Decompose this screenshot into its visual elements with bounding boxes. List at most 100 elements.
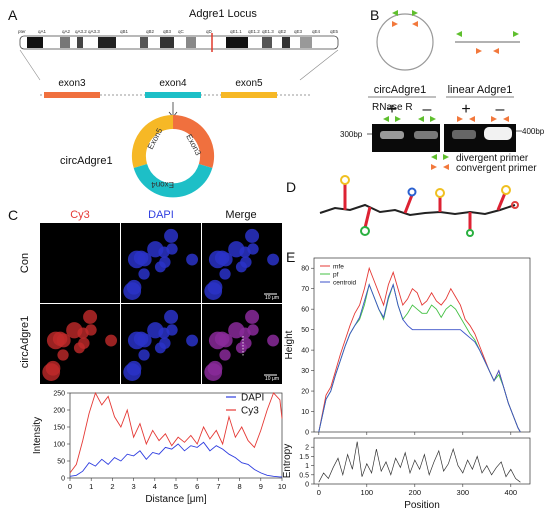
rna-loop xyxy=(435,188,445,198)
y-tick-label: 50 xyxy=(57,459,65,466)
cell-nucleus xyxy=(267,253,280,266)
series-line xyxy=(318,441,521,483)
x-tick-label: 7 xyxy=(216,482,220,491)
legend-label-centroid: centroid xyxy=(333,280,357,287)
rna-loop xyxy=(511,201,519,209)
cell-nucleus xyxy=(240,256,252,268)
legend-divergent: divergent primer xyxy=(456,153,529,164)
cell-nucleus xyxy=(239,327,251,339)
y-tick-label: 40 xyxy=(301,348,309,355)
x-tick-label: 3 xyxy=(132,482,136,491)
x-tick-label: 2 xyxy=(110,482,114,491)
circ-name-label: circAdgre1 xyxy=(60,155,113,167)
band-label: qA2 xyxy=(62,29,71,34)
x-tick-label: 4 xyxy=(153,482,157,491)
band-label: qA3.3 xyxy=(88,29,100,34)
x-tick-label: 9 xyxy=(259,482,263,491)
exon4-label: exon4 xyxy=(159,78,187,89)
panel-letter-a: A xyxy=(8,7,18,23)
exon3-label: exon3 xyxy=(58,78,86,89)
panel-d: D xyxy=(286,175,519,237)
rna-stem xyxy=(403,194,414,214)
exon3-box xyxy=(44,92,100,98)
cell-nucleus xyxy=(204,282,223,300)
cell-nucleus xyxy=(138,349,150,361)
band-label: qC xyxy=(178,29,185,34)
col-label-cy3: Cy3 xyxy=(70,209,90,221)
rna-stem xyxy=(363,206,372,229)
legend-label-mfe: mfe xyxy=(333,264,344,271)
cell-nucleus xyxy=(240,337,252,349)
chart-entropy: 0 100 200 300 400 0 0.5 1 1.5 2 Position Entropy xyxy=(282,437,531,509)
cell-nucleus xyxy=(214,331,230,347)
x-tick-label: 100 xyxy=(361,488,374,497)
panel-letter-b: B xyxy=(370,7,379,23)
ring-label-exon4: Exon4 xyxy=(151,180,174,189)
convergent-primer-pairs xyxy=(457,116,509,122)
cell-nucleus xyxy=(245,228,260,243)
sign-2: – xyxy=(423,101,432,118)
x-tick-label: 5 xyxy=(174,482,178,491)
micrograph-grid: 10 μm 10 μm xyxy=(40,223,282,384)
series-line-mfe xyxy=(318,266,521,433)
cell-nucleus xyxy=(159,337,171,349)
cell-nucleus xyxy=(186,253,199,266)
band-label: qE4 xyxy=(312,29,321,34)
y-tick-label: 0.5 xyxy=(299,472,309,479)
col-label-dapi: DAPI xyxy=(148,209,174,221)
cell-nucleus xyxy=(159,256,171,268)
exon4-box xyxy=(145,92,201,98)
band-label: pter xyxy=(18,29,26,34)
cell-nucleus xyxy=(78,337,90,349)
cell-nucleus xyxy=(158,327,170,339)
x-tick-label: 6 xyxy=(195,482,199,491)
ring-exon3-segment xyxy=(172,114,215,169)
cell-nucleus xyxy=(57,349,69,361)
y-tick-label: 1 xyxy=(305,463,309,470)
x-tick-label: 0 xyxy=(68,482,72,491)
series-line-cy3 xyxy=(69,391,283,474)
band-label: qA3.2 xyxy=(75,29,87,34)
cell-nucleus xyxy=(138,268,150,280)
cell-nucleus xyxy=(245,309,260,324)
band-label: qE2 xyxy=(278,29,287,34)
band-label: qE1.2 xyxy=(248,29,260,34)
series-line-centroid xyxy=(318,283,521,433)
cell-nucleus xyxy=(219,268,231,280)
cell-nucleus xyxy=(186,334,199,347)
y-axis-label: Intensity xyxy=(32,417,43,454)
exon5-box xyxy=(221,92,277,98)
zoom-line-left xyxy=(19,49,41,81)
rna-backbone xyxy=(319,203,516,217)
rna-loop xyxy=(340,175,350,185)
divergent-primer-icon xyxy=(392,10,398,16)
plot-frame xyxy=(313,437,531,485)
micrograph-con-cy3 xyxy=(40,223,120,303)
series-line-pf xyxy=(318,282,521,433)
ring-exon5-segment xyxy=(131,114,174,169)
plot-frame xyxy=(313,257,531,433)
band-label: qD xyxy=(206,29,213,34)
y-tick-label: 0 xyxy=(305,430,309,437)
cell-nucleus xyxy=(123,282,142,300)
y-tick-label: 60 xyxy=(301,307,309,314)
header-linear: linear Adgre1 xyxy=(448,84,513,96)
rna-loop xyxy=(501,185,511,195)
divergent-primer-pairs xyxy=(383,116,436,122)
panel-b: B circAdgre1 linear Adgre1 RNase R + – +… xyxy=(340,7,545,174)
cell-nucleus xyxy=(239,246,251,258)
x-tick-label: 300 xyxy=(457,488,470,497)
x-axis-label: Distance [μm] xyxy=(145,494,207,505)
row-label-circ: circAdgre1 xyxy=(19,316,31,369)
circ-ring: Exon5 Exon3 Exon4 xyxy=(131,114,215,198)
cell-nucleus xyxy=(83,309,98,324)
cell-nucleus xyxy=(42,363,61,381)
y-tick-label: 30 xyxy=(301,368,309,375)
y-tick-label: 150 xyxy=(53,425,65,432)
col-label-merge: Merge xyxy=(225,209,256,221)
exon5-label: exon5 xyxy=(235,78,263,89)
